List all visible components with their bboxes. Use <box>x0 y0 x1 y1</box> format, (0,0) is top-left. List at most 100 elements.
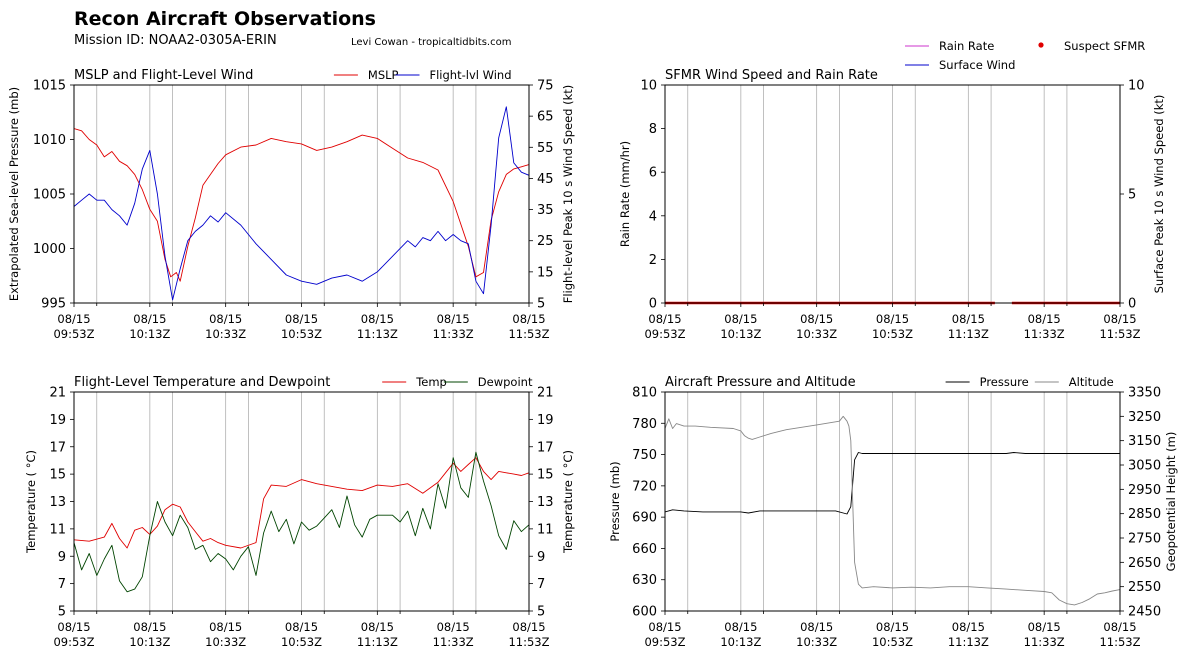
x-tick-date: 08/15 <box>1103 312 1136 326</box>
x-tick-date: 08/15 <box>952 312 985 326</box>
y-left-tick-label: 720 <box>632 479 657 494</box>
legend-surface-wind-label: Surface Wind <box>939 58 1015 72</box>
y-right-tick-label: 3150 <box>1128 434 1161 449</box>
x-tick-label: 08/15 11:53Z <box>508 312 549 341</box>
y-right-tick-label: 0 <box>1128 297 1136 312</box>
panel-title: Aircraft Pressure and Altitude <box>665 375 856 390</box>
credit-text: Levi Cowan - tropicaltidbits.com <box>351 37 511 48</box>
x-tick-label: 08/15 11:53Z <box>1099 620 1140 649</box>
x-tick-label: 08/15 09:53Z <box>53 312 94 341</box>
x-tick-label: 08/15 10:53Z <box>281 620 322 649</box>
x-tick-date: 08/15 <box>724 620 757 634</box>
x-tick-label: 08/15 10:33Z <box>205 620 246 649</box>
x-tick-time: 11:53Z <box>1099 635 1140 649</box>
x-tick-label: 08/15 11:33Z <box>433 620 474 649</box>
x-tick-time: 11:53Z <box>508 635 549 649</box>
x-tick-date: 08/15 <box>285 312 318 326</box>
x-tick-time: 11:33Z <box>433 327 474 341</box>
legend-mslp-label: MSLP <box>368 68 399 82</box>
y-left-tick-label: 11 <box>49 522 66 537</box>
y-left-tick-label: 21 <box>49 386 66 401</box>
x-tick-label: 08/15 10:53Z <box>872 620 913 649</box>
x-tick-time: 10:33Z <box>205 635 246 649</box>
x-tick-label: 08/15 11:33Z <box>433 312 474 341</box>
x-tick-label: 08/15 11:33Z <box>1024 312 1065 341</box>
series-line-dewpoint <box>73 451 530 593</box>
x-tick-date: 08/15 <box>285 620 318 634</box>
y-left-tick-label: 5 <box>58 605 66 620</box>
x-tick-label: 08/15 11:53Z <box>508 620 549 649</box>
y-right-tick-label: 45 <box>537 172 554 187</box>
y-left-tick-label: 15 <box>49 468 66 483</box>
x-tick-time: 11:13Z <box>357 327 398 341</box>
y-left-tick-label: 2 <box>649 253 657 268</box>
x-tick-date: 08/15 <box>133 620 166 634</box>
x-tick-date: 08/15 <box>209 620 242 634</box>
series-line-pressure <box>664 452 1120 515</box>
y-left-tick-label: 6 <box>649 166 657 181</box>
y-left-tick-label: 690 <box>632 511 657 526</box>
x-tick-label: 08/15 10:53Z <box>281 312 322 341</box>
x-tick-label: 08/15 10:53Z <box>872 312 913 341</box>
y-left-tick-label: 9 <box>58 550 66 565</box>
x-tick-date: 08/15 <box>133 312 166 326</box>
y-left-axis-label: Pressure (mb) <box>608 461 622 541</box>
y-right-axis-label: Temperature ( °C) <box>561 450 575 554</box>
x-tick-date: 08/15 <box>437 312 470 326</box>
x-tick-date: 08/15 <box>876 620 909 634</box>
x-tick-date: 08/15 <box>512 620 545 634</box>
x-tick-label: 08/15 10:13Z <box>129 620 170 649</box>
x-tick-time: 10:33Z <box>796 327 837 341</box>
legend-temp-label: Temp <box>415 375 447 389</box>
legend-suspect-sfmr-marker <box>1038 42 1044 48</box>
y-right-tick-label: 7 <box>537 577 545 592</box>
y-left-tick-label: 780 <box>632 417 657 432</box>
y-left-tick-label: 4 <box>649 209 657 224</box>
x-tick-time: 10:53Z <box>281 327 322 341</box>
y-right-tick-label: 19 <box>537 413 554 428</box>
y-left-tick-label: 810 <box>632 386 657 401</box>
y-right-tick-label: 5 <box>537 297 545 312</box>
y-left-tick-label: 0 <box>649 297 657 312</box>
x-tick-time: 09:53Z <box>644 327 685 341</box>
y-right-tick-label: 2950 <box>1128 483 1161 498</box>
series-line-temp <box>73 457 530 549</box>
x-tick-date: 08/15 <box>361 620 394 634</box>
x-tick-label: 08/15 10:13Z <box>720 620 761 649</box>
y-left-axis-label: Rain Rate (mm/hr) <box>618 141 632 247</box>
x-tick-date: 08/15 <box>437 620 470 634</box>
panel-title: MSLP and Flight-Level Wind <box>74 68 253 83</box>
y-right-tick-label: 25 <box>537 234 554 249</box>
x-tick-label: 08/15 11:13Z <box>948 620 989 649</box>
y-right-tick-label: 3050 <box>1128 459 1161 474</box>
x-tick-date: 08/15 <box>876 312 909 326</box>
x-tick-time: 11:13Z <box>948 635 989 649</box>
x-tick-time: 11:53Z <box>508 327 549 341</box>
x-tick-date: 08/15 <box>648 620 681 634</box>
x-tick-label: 08/15 11:53Z <box>1099 312 1140 341</box>
y-right-tick-label: 3250 <box>1128 410 1161 425</box>
legend-suspect-sfmr-label: Suspect SFMR <box>1064 39 1145 53</box>
y-left-tick-label: 630 <box>632 573 657 588</box>
y-right-tick-label: 10 <box>1128 79 1145 94</box>
y-left-axis-label: Temperature ( °C) <box>24 450 38 554</box>
y-left-tick-label: 8 <box>649 122 657 137</box>
legend-dewpoint-label: Dewpoint <box>478 375 533 389</box>
x-tick-date: 08/15 <box>209 312 242 326</box>
x-tick-time: 11:33Z <box>1024 327 1065 341</box>
x-tick-time: 09:53Z <box>644 635 685 649</box>
y-right-tick-label: 35 <box>537 203 554 218</box>
legend-pressure-label: Pressure <box>980 375 1029 389</box>
series-line-altitude <box>664 415 1121 606</box>
y-right-axis-label: Geopotential Height (m) <box>1164 432 1178 572</box>
legend-flight-lvl-wind-label: Flight-lvl Wind <box>430 68 512 82</box>
x-tick-label: 08/15 10:33Z <box>796 312 837 341</box>
x-tick-date: 08/15 <box>512 312 545 326</box>
y-right-tick-label: 11 <box>537 522 554 537</box>
figure-legend: Rain Rate Surface Wind Suspect SFMR <box>905 39 1145 72</box>
y-right-tick-label: 55 <box>537 141 554 156</box>
x-tick-label: 08/15 11:13Z <box>357 620 398 649</box>
